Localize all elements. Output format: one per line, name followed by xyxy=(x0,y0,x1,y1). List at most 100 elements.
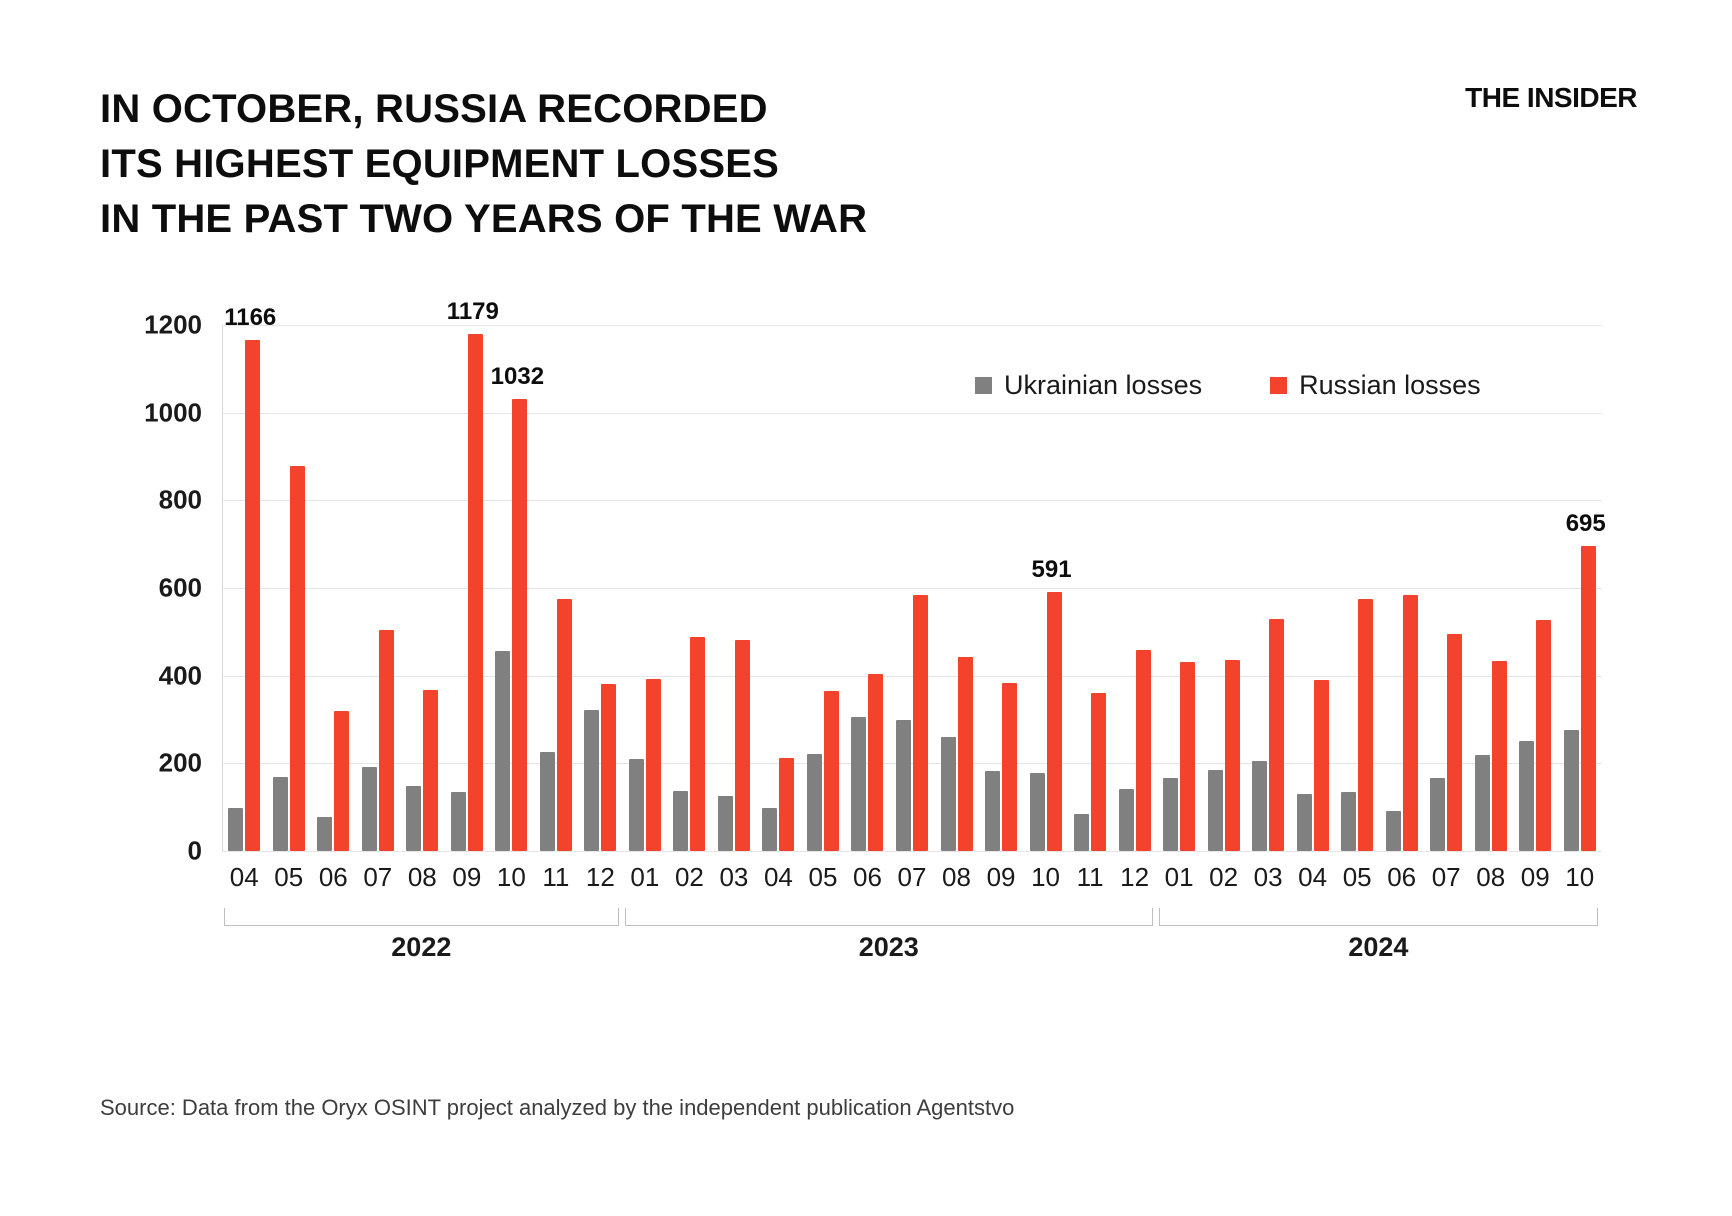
bar-russia[interactable] xyxy=(734,640,750,851)
bar-group[interactable] xyxy=(890,325,935,851)
bar-ukraine[interactable] xyxy=(1118,788,1134,851)
bar-russia[interactable] xyxy=(1580,546,1596,851)
bar-russia[interactable] xyxy=(245,339,261,851)
bar-russia[interactable] xyxy=(1269,619,1285,851)
bar-russia[interactable] xyxy=(957,657,973,851)
bar-chart: 0 200 400 600 800 1000 1200 1166 1179 1032 591 695… xyxy=(0,298,1732,1080)
bar-ukraine[interactable] xyxy=(317,816,333,851)
bar-group[interactable]: 695 xyxy=(1557,325,1606,851)
bar-ukraine[interactable] xyxy=(895,720,911,851)
bar-ukraine[interactable] xyxy=(1519,740,1535,851)
bar-group[interactable] xyxy=(1201,325,1246,851)
x-axis-tick-label: 09 xyxy=(986,862,1016,892)
bar-ukraine[interactable] xyxy=(539,751,555,851)
x-axis: 04 05 06 07 08 09 10 11 12 01 02 03 04 05 06 07 08 09 10 11… xyxy=(222,862,1602,982)
bar-russia[interactable] xyxy=(512,398,528,851)
bar-russia[interactable] xyxy=(556,598,572,851)
bar-russia[interactable] xyxy=(334,711,350,851)
bar-russia[interactable] xyxy=(467,334,483,851)
bar-russia[interactable] xyxy=(1224,659,1240,851)
bar-ukraine[interactable] xyxy=(406,785,422,851)
bar-ukraine[interactable] xyxy=(1385,810,1401,851)
bar-group[interactable] xyxy=(1068,325,1113,851)
legend-item-ukraine[interactable]: Ukrainian losses xyxy=(975,370,1202,401)
bar-ukraine[interactable] xyxy=(717,796,733,851)
bar-russia[interactable] xyxy=(779,758,795,851)
bar-russia[interactable] xyxy=(645,678,661,851)
bar-russia[interactable] xyxy=(1358,599,1374,851)
bar-ukraine[interactable] xyxy=(1074,814,1090,851)
bar-russia[interactable] xyxy=(1447,634,1463,851)
bar-ukraine[interactable] xyxy=(673,791,689,851)
bar-group[interactable] xyxy=(1424,325,1469,851)
bar-group[interactable] xyxy=(1246,325,1291,851)
bar-ukraine[interactable] xyxy=(1430,778,1446,851)
bar-russia[interactable] xyxy=(1046,591,1062,851)
bar-group[interactable] xyxy=(1513,325,1558,851)
bar-russia[interactable] xyxy=(1135,649,1151,851)
bar-russia[interactable] xyxy=(289,466,305,851)
bar-russia[interactable] xyxy=(823,691,839,851)
bar-russia[interactable] xyxy=(690,637,706,851)
bar-ukraine[interactable] xyxy=(985,770,1001,851)
bar-group[interactable]: 1032 xyxy=(489,325,544,851)
bar-group[interactable]: 1179 xyxy=(445,298,499,851)
legend-item-russia[interactable]: Russian losses xyxy=(1270,370,1481,401)
bar-group[interactable] xyxy=(534,325,579,851)
bar-group[interactable] xyxy=(356,325,401,851)
bar-group[interactable]: 1166 xyxy=(222,304,276,851)
bar-russia[interactable] xyxy=(1491,660,1507,851)
bar-russia[interactable] xyxy=(1536,620,1552,851)
bar-ukraine[interactable] xyxy=(495,650,511,851)
bar-ukraine[interactable] xyxy=(1341,791,1357,851)
bar-russia[interactable] xyxy=(601,683,617,851)
bar-russia[interactable] xyxy=(378,630,394,851)
bar-group[interactable] xyxy=(979,325,1024,851)
bar-ukraine[interactable] xyxy=(628,758,644,851)
bar-russia[interactable] xyxy=(1091,693,1107,851)
bar-group[interactable] xyxy=(267,325,312,851)
bar-ukraine[interactable] xyxy=(1207,769,1223,851)
bar-russia[interactable] xyxy=(912,595,928,851)
bar-ukraine[interactable] xyxy=(1029,773,1045,851)
bar-ukraine[interactable] xyxy=(272,777,288,851)
bar-group[interactable] xyxy=(712,325,757,851)
bar-group[interactable] xyxy=(1379,325,1424,851)
bar-group[interactable] xyxy=(801,325,846,851)
bar-russia[interactable] xyxy=(1180,662,1196,851)
bar-group[interactable] xyxy=(578,325,623,851)
bar-russia[interactable] xyxy=(1313,680,1329,851)
bar-russia[interactable] xyxy=(1002,682,1018,851)
bar-ukraine[interactable] xyxy=(361,767,377,851)
bar-group[interactable] xyxy=(667,325,712,851)
bar-ukraine[interactable] xyxy=(228,808,244,851)
bar-group[interactable] xyxy=(845,325,890,851)
bar-ukraine[interactable] xyxy=(1296,794,1312,851)
bar-russia[interactable] xyxy=(423,690,439,851)
x-axis-tick-label: 10 xyxy=(1565,862,1595,892)
bar-group[interactable] xyxy=(623,325,668,851)
bar-group[interactable] xyxy=(1468,325,1513,851)
bar-ukraine[interactable] xyxy=(762,807,778,851)
bar-group[interactable] xyxy=(1335,325,1380,851)
bar-group[interactable] xyxy=(400,325,445,851)
bar-group[interactable] xyxy=(1290,325,1335,851)
bar-ukraine[interactable] xyxy=(851,716,867,851)
bar-ukraine[interactable] xyxy=(1252,761,1268,851)
bar-ukraine[interactable] xyxy=(940,737,956,851)
bar-group[interactable] xyxy=(756,325,801,851)
bar-russia[interactable] xyxy=(868,673,884,851)
bar-group[interactable] xyxy=(934,325,979,851)
bar-group[interactable] xyxy=(311,325,356,851)
bar-group[interactable]: 591 xyxy=(1023,325,1072,851)
bar-ukraine[interactable] xyxy=(584,709,600,851)
bar-ukraine[interactable] xyxy=(806,753,822,851)
bar-russia[interactable] xyxy=(1402,595,1418,851)
bar-ukraine[interactable] xyxy=(1474,754,1490,851)
bar-group[interactable] xyxy=(1157,325,1202,851)
x-axis-tick-label: 08 xyxy=(942,862,971,892)
bar-group[interactable] xyxy=(1112,325,1157,851)
bar-ukraine[interactable] xyxy=(1563,730,1579,851)
bar-ukraine[interactable] xyxy=(1163,777,1179,851)
bar-ukraine[interactable] xyxy=(450,792,466,851)
